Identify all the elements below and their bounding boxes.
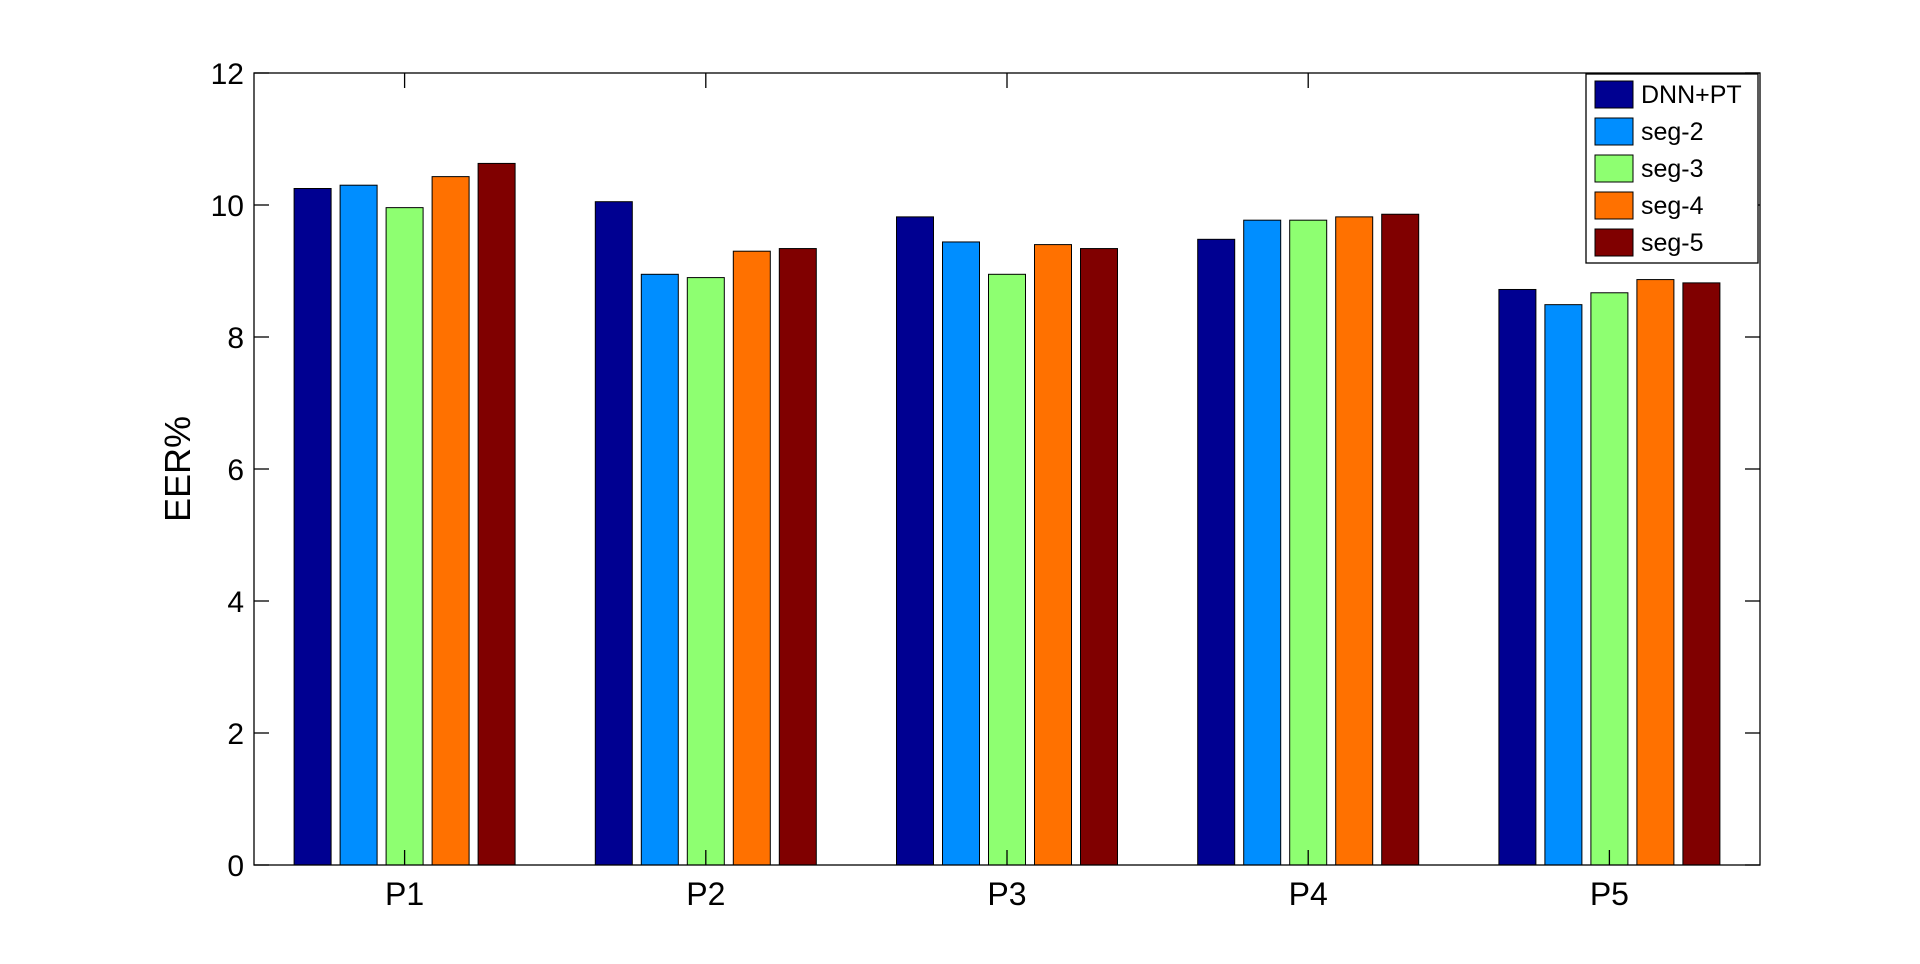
bar-seg-3-P1: [385, 207, 424, 866]
bar-seg-5-P1: [477, 162, 516, 866]
bar-seg-2-P1: [339, 184, 378, 866]
bar-seg-5-P4: [1381, 213, 1420, 866]
bar-seg-3-P5: [1590, 292, 1629, 866]
bar-seg-2-P5: [1544, 304, 1583, 866]
bar-DNN+PT-P2: [594, 201, 633, 866]
legend: DNN+PT seg-2 seg-3 seg-4 seg-5: [1585, 73, 1759, 264]
bar-DNN+PT-P5: [1498, 288, 1537, 866]
bar-DNN+PT-P4: [1197, 238, 1236, 866]
bar-seg-3-P3: [988, 273, 1026, 866]
bar-seg-2-P4: [1243, 219, 1282, 866]
legend-label-seg-3: seg-3: [1641, 155, 1704, 183]
legend-label-seg-2: seg-2: [1641, 118, 1704, 146]
bar-seg-5-P2: [778, 248, 817, 866]
y-tick-label: 8: [227, 322, 244, 355]
y-axis-label: EER%: [157, 416, 198, 522]
x-tick-label: P3: [987, 876, 1026, 912]
bar-seg-2-P2: [640, 273, 679, 866]
legend-label-seg-4: seg-4: [1641, 192, 1704, 220]
bar-seg-4-P2: [732, 250, 771, 866]
bar-seg-4-P5: [1636, 279, 1675, 866]
bar-seg-3-P2: [686, 277, 725, 866]
bar-seg-3-P4: [1289, 219, 1328, 866]
bar-seg-4-P1: [431, 176, 470, 866]
legend-swatch-DNN+PT: [1594, 80, 1634, 109]
y-tick-label: 10: [211, 190, 244, 223]
legend-label-DNN+PT: DNN+PT: [1641, 81, 1742, 109]
x-tick-label: P1: [385, 876, 424, 912]
bars-layer: [293, 162, 1721, 866]
bar-seg-2-P3: [942, 241, 980, 866]
x-tick-label: P4: [1289, 876, 1328, 912]
y-tick-label: 2: [227, 718, 244, 751]
legend-swatch-seg-2: [1594, 117, 1634, 146]
bar-DNN+PT-P1: [293, 188, 332, 866]
y-tick-label: 0: [227, 850, 244, 883]
bar-seg-5-P3: [1080, 248, 1118, 866]
legend-swatch-seg-4: [1594, 191, 1634, 220]
y-tick-labels: 0 2 4 6 8 10 12: [211, 58, 244, 883]
y-tick-label: 6: [227, 454, 244, 487]
y-tick-label: 12: [211, 58, 244, 91]
x-tick-label: P5: [1590, 876, 1629, 912]
legend-swatch-seg-3: [1594, 154, 1634, 183]
legend-swatch-seg-5: [1594, 228, 1634, 257]
x-tick-labels: P1 P2 P3 P4 P5: [385, 876, 1629, 912]
legend-label-seg-5: seg-5: [1641, 229, 1704, 257]
y-tick-label: 4: [227, 586, 244, 619]
bar-seg-5-P5: [1682, 282, 1721, 866]
bar-seg-4-P3: [1034, 244, 1072, 866]
x-tick-label: P2: [686, 876, 725, 912]
bar-DNN+PT-P3: [896, 216, 934, 866]
bar-seg-4-P4: [1335, 216, 1374, 866]
